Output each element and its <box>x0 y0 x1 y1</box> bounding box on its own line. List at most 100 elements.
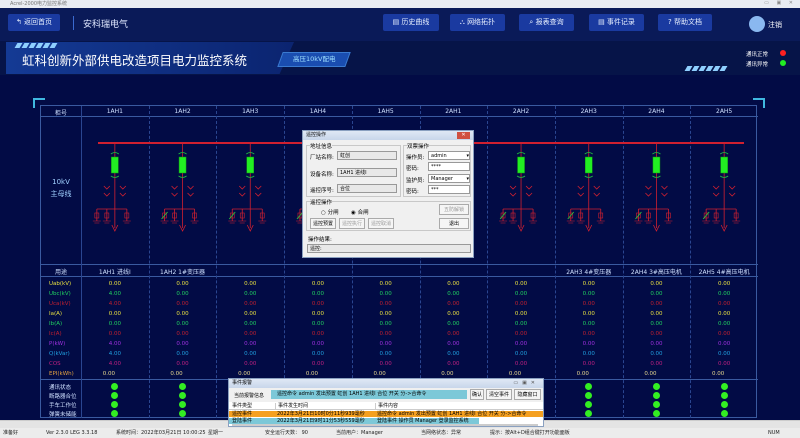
group-label: 地址信息 <box>310 142 333 150</box>
search-icon: ⌕ <box>529 18 536 26</box>
ground-icon <box>160 220 169 224</box>
ground-icon <box>596 220 605 224</box>
preset-button[interactable]: 遥控预置 <box>310 218 336 229</box>
cell-value: 0.00 <box>373 371 386 377</box>
cell-value: 0.00 <box>176 291 189 297</box>
arrester-icon <box>104 212 110 219</box>
ground-icon <box>566 220 575 224</box>
load-arrow-icon <box>720 224 728 232</box>
clear-events-button[interactable]: 清空事件 <box>486 389 512 400</box>
cancel-button[interactable]: 遥控取消 <box>368 218 394 229</box>
cabinet-use: 2AH4 3#高压电机 <box>630 269 682 276</box>
avatar[interactable] <box>749 16 765 32</box>
cell-value: 0.00 <box>514 311 528 317</box>
cell-value: 0.00 <box>244 301 257 307</box>
disconnector-icon <box>712 185 720 197</box>
arrester-icon <box>530 212 536 219</box>
label: 遥控序号: <box>310 188 334 194</box>
close-icon[interactable]: ✕ <box>457 132 470 139</box>
disconnector-icon <box>103 185 111 197</box>
confirm-button[interactable]: 确认 <box>470 389 484 400</box>
disconnector-icon <box>645 185 652 197</box>
label: 网络拓扑 <box>467 18 496 26</box>
arrester-icon <box>162 212 167 219</box>
column-header[interactable]: 事件发生时间 <box>275 403 308 409</box>
disconnector-icon <box>525 185 533 197</box>
branch-lines <box>502 208 534 221</box>
cell-value: 0.00 <box>244 331 257 337</box>
divider <box>622 106 624 418</box>
status-indicator <box>111 383 119 390</box>
report-query-button[interactable]: ⌕ 报表查询 <box>519 14 574 31</box>
event-row[interactable]: 遥控事件 2022年3月21日10时0分11秒939毫秒 遥控命令 admin … <box>229 411 543 417</box>
cell-value: 0.00 <box>238 371 251 377</box>
unlock-button[interactable]: 五防解锁 <box>439 204 469 215</box>
hide-window-button[interactable]: 隐藏窗口 <box>514 389 541 400</box>
status-row-label: 手车工作位 <box>49 403 77 409</box>
cell-value: 0.00 <box>311 331 325 337</box>
cell-value: 0.00 <box>311 341 325 347</box>
column-header[interactable]: 事件内容 <box>375 403 398 409</box>
status-indicator <box>585 383 593 390</box>
execute-button[interactable]: 遥控执行 <box>339 218 365 229</box>
cabinet-header: 2AH5 <box>716 108 733 115</box>
cell-value: 0.00 <box>514 301 528 307</box>
network-topology-button[interactable]: ⛬ 网络拓扑 <box>450 14 505 31</box>
event-table-scrollbar[interactable] <box>232 424 538 426</box>
column-header[interactable]: 事件类型 <box>232 403 253 409</box>
window-controls[interactable]: ▭▣✕ <box>513 380 539 386</box>
earth-switch-icon <box>161 211 168 220</box>
load-arrow-icon <box>179 224 186 232</box>
radio-close[interactable]: ◉ 合闸 <box>351 210 369 216</box>
cabinet-header: 1AH2 <box>174 108 191 115</box>
label: 操作员: <box>406 155 425 161</box>
cell-value: 0.00 <box>379 341 392 347</box>
arrester-icon <box>703 212 709 219</box>
row-label: Ubc(kV) <box>49 291 71 297</box>
company-name: 安科瑞电气 <box>83 20 129 30</box>
operator-select[interactable]: admin ▾ <box>428 151 470 160</box>
status-weekday: 星期一 <box>208 430 224 436</box>
operator-password-input[interactable]: **** <box>428 162 470 171</box>
status-user: 当前用户：Manager <box>336 430 383 436</box>
event-log-button[interactable]: ▤ 事件记录 <box>589 14 644 31</box>
dialog-title: 遥控操作 <box>306 132 327 138</box>
subtitle-tab[interactable]: 高压10kV配电 <box>277 52 351 67</box>
cell-value: 0.00 <box>305 371 319 377</box>
event-row[interactable]: 登陆事件 2022年3月21日9时11分53秒559毫秒 登陆事件 操作员 Ma… <box>229 418 479 424</box>
help-docs-button[interactable]: ? 帮助文档 <box>658 14 712 31</box>
arrester-icon <box>598 212 604 219</box>
cell-value: 0.00 <box>244 291 257 297</box>
logout-button[interactable]: 注销 <box>768 21 782 29</box>
cabinet-use: 2AH3 4#变压器 <box>566 269 612 276</box>
label: 设备名称: <box>310 172 334 178</box>
cell-value: 0.00 <box>108 311 121 317</box>
load-arrow-icon <box>517 224 525 232</box>
guardian-select[interactable]: Manager ▾ <box>428 174 470 183</box>
cabinet-use: 1AH2 1#变压器 <box>160 269 206 276</box>
cabinet-use: 2AH5 4#高压电机 <box>698 269 750 276</box>
status-indicator <box>652 410 660 417</box>
status-indicator <box>720 392 728 399</box>
index-field: 合位 <box>337 184 397 193</box>
status-indicator <box>652 383 660 390</box>
history-curve-button[interactable]: ▤ 历史曲线 <box>383 14 439 31</box>
dual-operation-group: 双票操作 操作员: admin ▾ 密码: **** 监护员: Manager ▾ … <box>403 142 471 197</box>
branch-lines <box>164 208 195 221</box>
cell-value: 0.00 <box>582 301 595 307</box>
cell-value: 0.00 <box>718 331 731 337</box>
back-home-button[interactable]: ↰ 返回首页 <box>8 14 60 31</box>
guardian-password-input[interactable]: *** <box>428 185 470 194</box>
cell-value: 0.00 <box>582 311 595 317</box>
cell-value: 0.00 <box>718 311 731 317</box>
arrester-icon <box>239 212 245 219</box>
event-content: 登陆事件 操作员 Manager 登录监控系统 <box>377 418 469 424</box>
branch-lines <box>705 208 737 221</box>
radio-open[interactable]: ○ 分闸 <box>321 210 339 216</box>
window-controls[interactable]: ▭ ▣ ✕ <box>764 0 796 6</box>
exit-button[interactable]: 退出 <box>439 218 469 229</box>
corner-decoration <box>753 98 765 108</box>
arrester-icon <box>500 212 506 219</box>
arrester-icon <box>733 212 739 219</box>
event-alarm-dialog: 事件报警 ▭▣✕ 当前报警信息 遥控命令 admin 发出预置 虹创 1AH1 … <box>228 378 544 427</box>
